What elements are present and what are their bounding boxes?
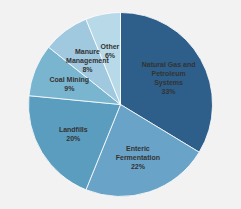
svg-text:Landfills20%: Landfills20% — [59, 125, 88, 141]
svg-text:EntericFermentation22%: EntericFermentation22% — [116, 144, 160, 169]
svg-text:Other6%: Other6% — [101, 42, 120, 58]
svg-text:Coal Mining9%: Coal Mining9% — [49, 76, 89, 92]
svg-text:Natural Gas andPetroleumSystem: Natural Gas andPetroleumSystems33% — [142, 60, 196, 94]
svg-text:ManureManagement8%: ManureManagement8% — [66, 48, 109, 73]
